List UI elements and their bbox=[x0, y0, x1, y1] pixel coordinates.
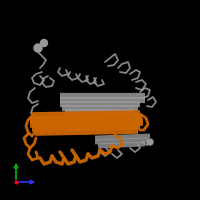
Circle shape bbox=[40, 40, 48, 46]
Circle shape bbox=[147, 139, 153, 145]
Circle shape bbox=[34, 44, 42, 52]
